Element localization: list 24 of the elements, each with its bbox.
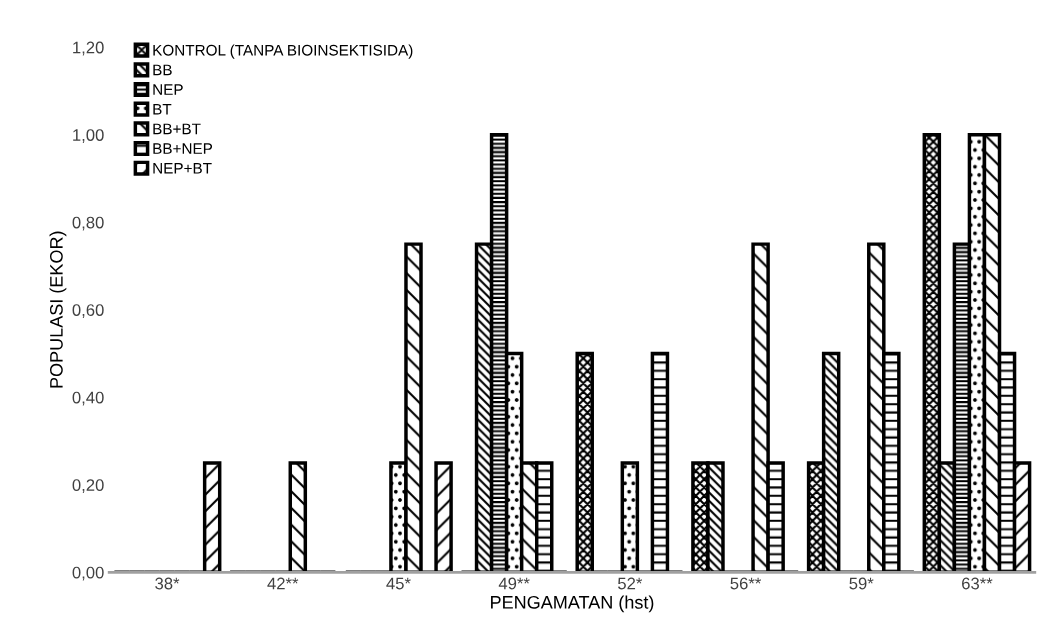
y-axis-title: POPULASI (EKOR) [49,231,67,388]
x-tick-label: 56** [730,577,762,590]
x-tick-label: 59* [849,577,874,590]
x-tick-label: 52* [618,577,643,590]
x-tick-label: 49** [498,577,530,590]
x-tick-label: 45* [386,577,411,590]
y-tick-label: 0,20 [72,479,104,493]
legend-label: BB [153,64,172,76]
legend-label: NEP+BT [153,163,212,174]
legend-label: BB+BT [153,123,201,135]
y-tick-label: 0,60 [72,304,104,318]
y-tick-label: 1,20 [73,41,104,56]
x-tick-label: 63** [962,577,993,590]
y-tick-label: 0,40 [72,391,104,406]
legend-label: NEP [153,84,183,95]
x-tick-label: 38* [155,577,180,590]
y-tick-label: 0,00 [72,566,104,581]
legend-label: BB+NEP [153,143,213,154]
y-tick-label: 0,80 [72,216,104,231]
x-axis-title: PENGAMATAN (hst) [491,595,654,613]
legend-label: BT [153,104,172,115]
x-tick-label: 42** [267,577,299,590]
legend-label: KONTROL (TANPA BIOINSEKTISIDA) [153,44,413,59]
y-tick-label: 1,00 [73,129,104,143]
